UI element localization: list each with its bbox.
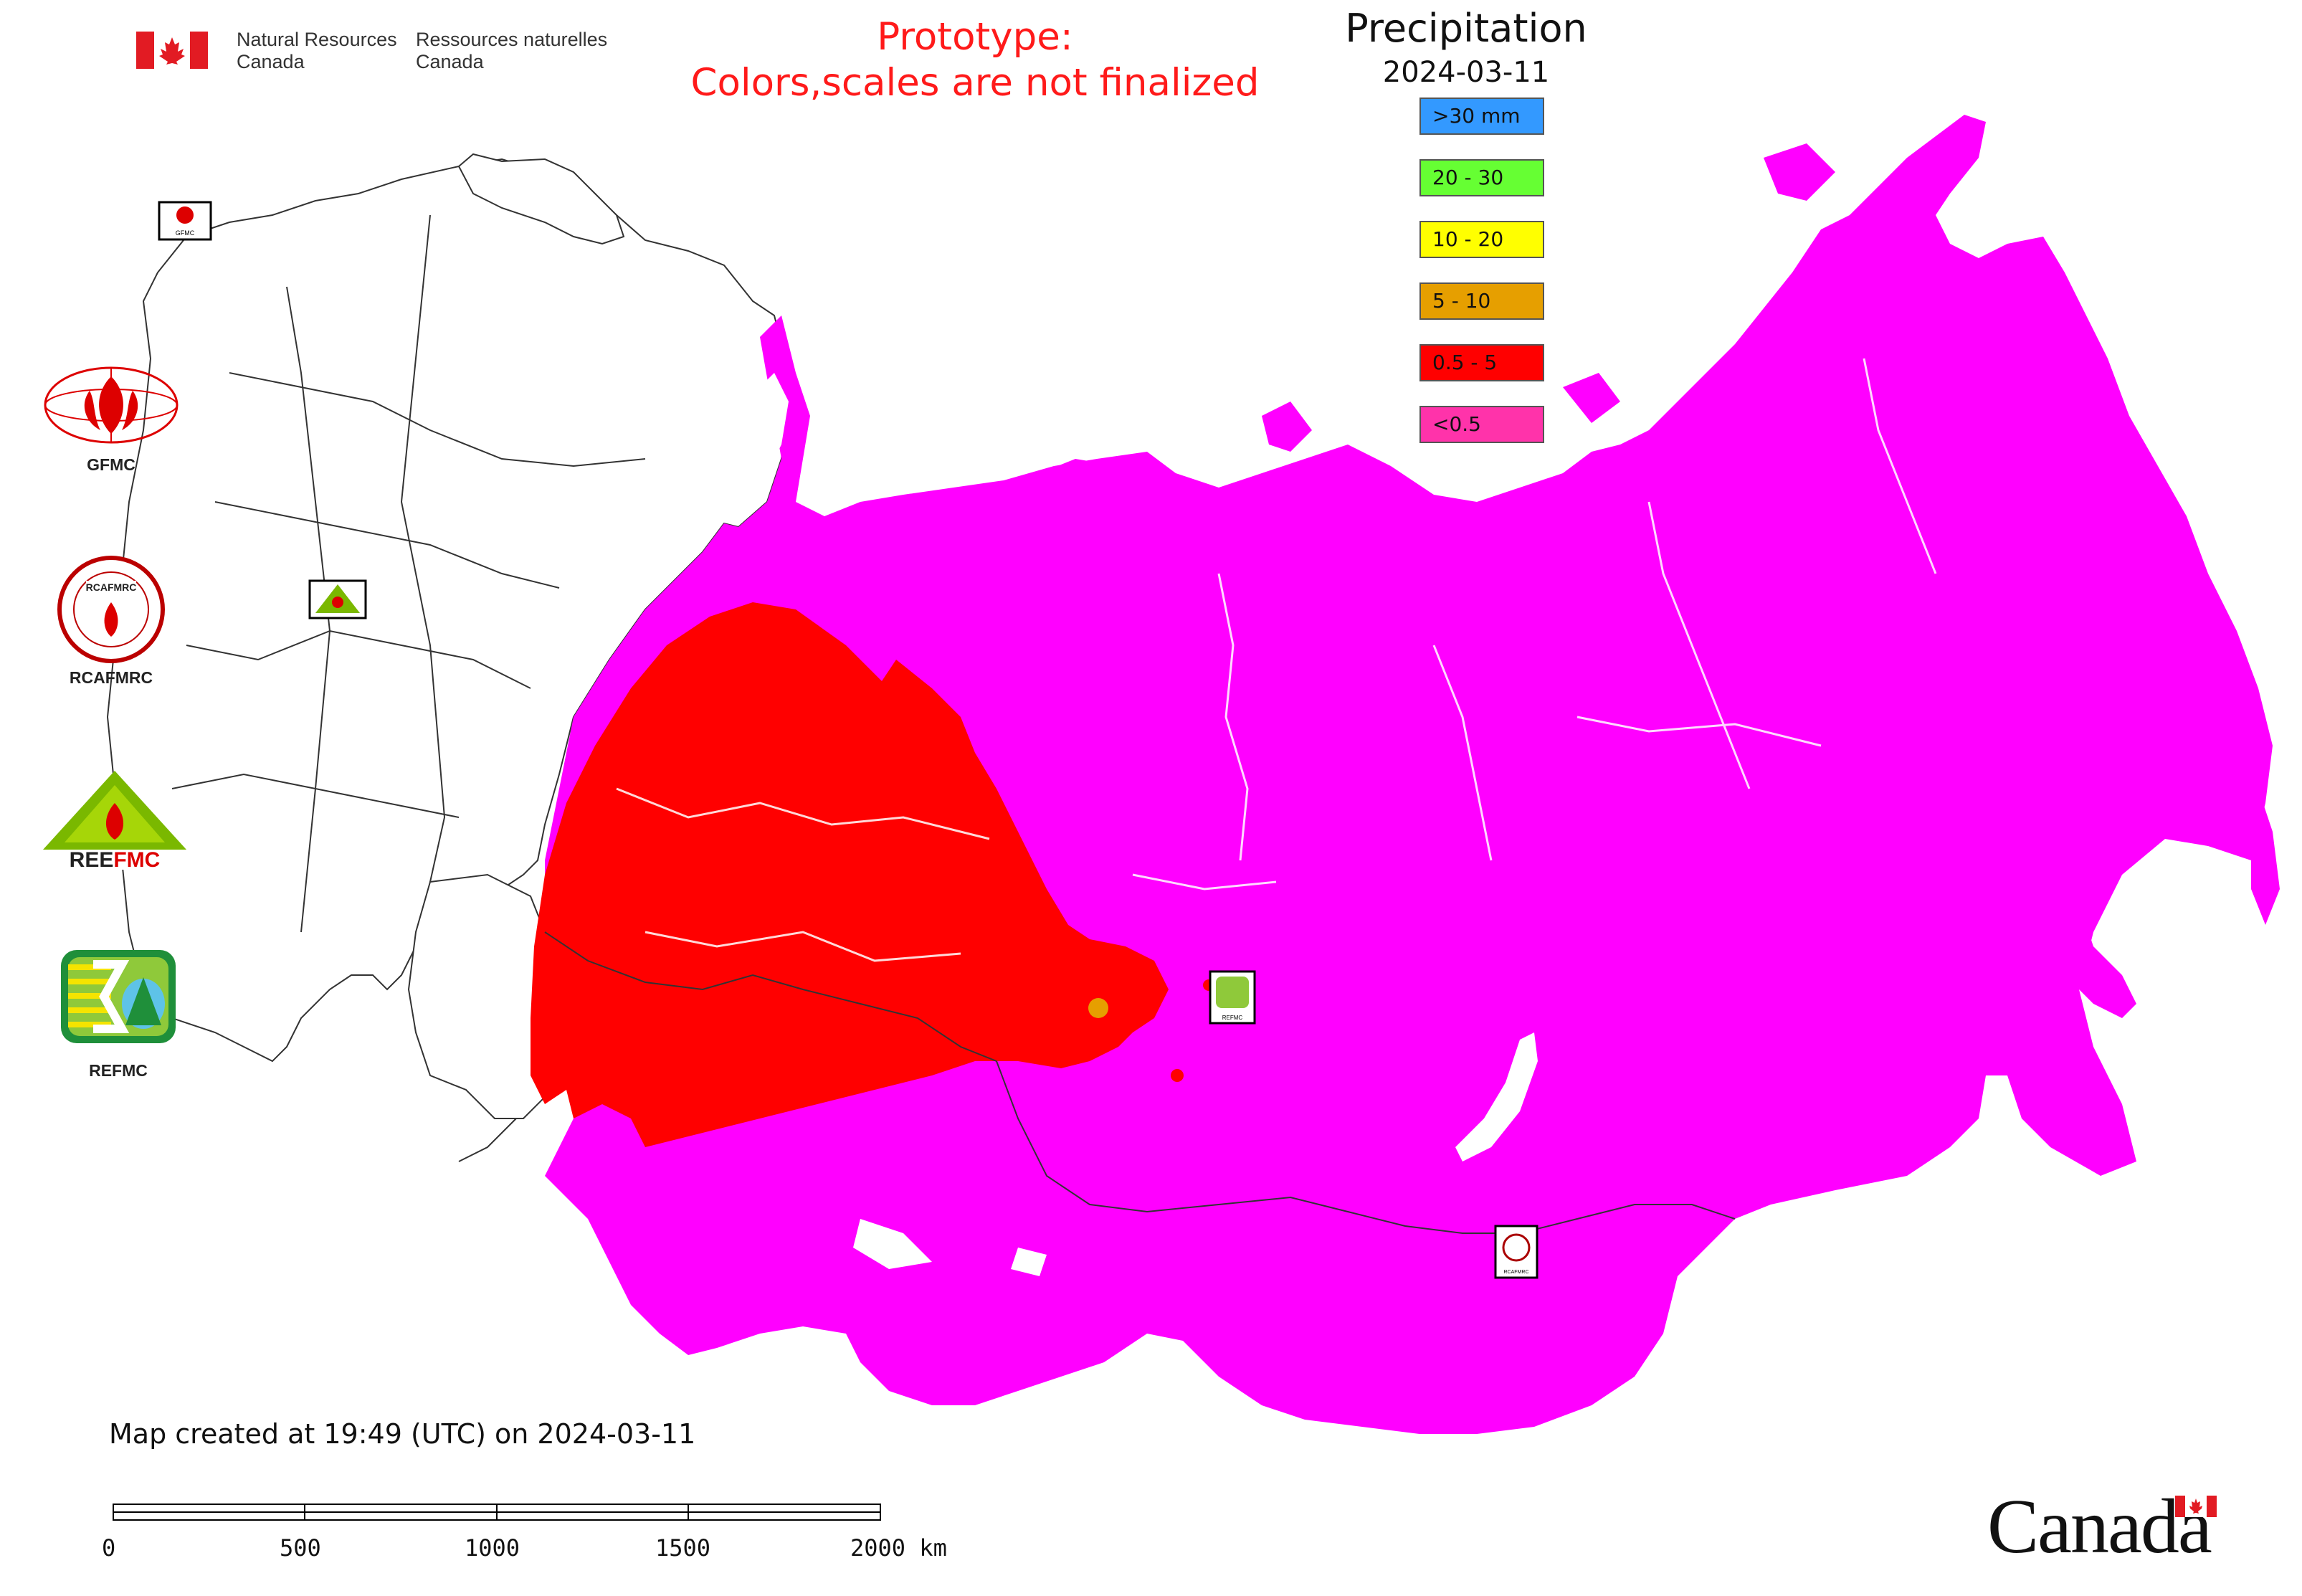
canada-wordmark: Canada: [1987, 1484, 2212, 1569]
legend-item-0.5-5: 0.5 - 5: [1419, 344, 1544, 381]
lake-baikal: [1455, 1032, 1538, 1162]
prototype-notice: Prototype: Colors,scales are not finaliz…: [690, 15, 1260, 105]
logo-gfmc: GFMC: [39, 362, 183, 477]
reefmc-logo-icon: REEFMC: [36, 771, 194, 872]
logo-reefmc: REEFMC: [36, 764, 194, 878]
svg-text:REEFMC: REEFMC: [70, 848, 161, 872]
svg-text:REFMC: REFMC: [1222, 1015, 1243, 1021]
canada-wordmark-flag-icon: [2175, 1496, 2217, 1517]
map-logo-refmc: REFMC: [1209, 970, 1256, 1025]
map-logo-rcafmrc: RCAFMRC: [1494, 1225, 1538, 1279]
precipitation-legend: Precipitation 2024-03-11 >30 mm 20 - 30 …: [1305, 0, 1627, 459]
header: Natural Resources Canada Ressources natu…: [0, 0, 2302, 129]
nrc-french-name: Ressources naturelles Canada: [416, 29, 608, 72]
east-peninsulas: [1993, 430, 2280, 1018]
nrc-english-name: Natural Resources Canada: [237, 29, 397, 72]
scale-tick-2000: 2000 km: [850, 1534, 947, 1562]
svg-text:GFMC: GFMC: [176, 229, 195, 237]
logo-refmc: REFMC: [54, 943, 183, 1093]
precip-dot-orange: [1088, 998, 1108, 1018]
refmc-label: REFMC: [89, 1061, 148, 1080]
gfmc-label: GFMC: [87, 455, 135, 474]
basemap-internal-borders: [171, 214, 646, 933]
svg-text:RCAFMRC: RCAFMRC: [1504, 1270, 1529, 1275]
legend-date: 2024-03-11: [1382, 56, 1550, 89]
refmc-logo-icon: [61, 950, 176, 1043]
scale-tick-0: 0: [102, 1534, 116, 1562]
scale-tick-1000: 1000: [465, 1534, 520, 1562]
arctic-islands: [968, 143, 1835, 545]
rivers: [616, 358, 1937, 962]
precip-dot-red-1: [1171, 1069, 1184, 1082]
scale-tick-500: 500: [280, 1534, 321, 1562]
legend-item-5-10: 5 - 10: [1419, 282, 1544, 320]
legend-title: Precipitation: [1345, 6, 1587, 51]
scale-bar: [113, 1504, 881, 1521]
gfmc-logo-icon: [44, 366, 179, 444]
rcafmrc-logo-icon: RCAFMRC: [57, 556, 165, 663]
map-logo-reefmc: [308, 579, 367, 619]
svg-text:RCAFMRC: RCAFMRC: [86, 581, 137, 593]
scale-tick-1500: 1500: [655, 1534, 711, 1562]
legend-item-over-30: >30 mm: [1419, 98, 1544, 135]
legend-item-under-0.5: <0.5: [1419, 406, 1544, 443]
map-logo-gfmc: GFMC: [158, 201, 212, 241]
basemap-outlines: [106, 153, 790, 1119]
country-borders: [458, 931, 1736, 1234]
canada-flag-icon: [136, 32, 208, 69]
logo-rcafmrc: RCAFMRC RCAFMRC: [43, 552, 179, 695]
map-created-timestamp: Map created at 19:49 (UTC) on 2024-03-11: [109, 1418, 696, 1450]
precip-region-0.5-5: [531, 602, 1169, 1147]
legend-item-20-30: 20 - 30: [1419, 159, 1544, 196]
legend-item-10-20: 10 - 20: [1419, 221, 1544, 258]
lakes: [760, 373, 1538, 1276]
precip-region-below-0.5: [545, 115, 2273, 1434]
rcafmrc-label: RCAFMRC: [69, 668, 153, 687]
